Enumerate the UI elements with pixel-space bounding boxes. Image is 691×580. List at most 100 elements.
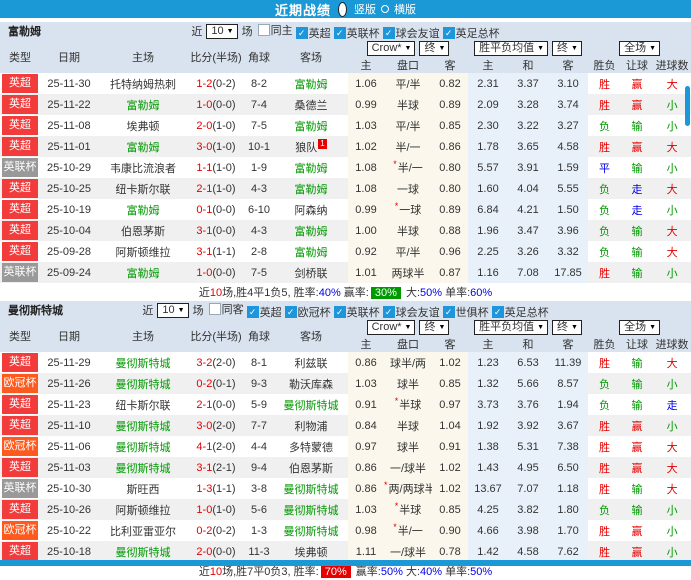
home-team-link[interactable]: 曼彻斯特城 [115,462,171,475]
recent-count-select[interactable]: 10 ▼ [206,23,238,39]
asian-final-select[interactable]: 终 ▼ [419,320,450,335]
home-team-link[interactable]: 伯恩茅斯 [121,225,165,238]
home-team-link[interactable]: 曼彻斯特城 [115,357,171,370]
checkbox-icon[interactable]: ✓ [295,26,308,39]
away-team-link[interactable]: 富勒姆 [294,246,328,259]
filter-checkboxes: 同客 ✓ 英超 ✓ 欧冠杯 ✓ 英联杯 ✓ 球会友谊 ✓ 世俱杯 ✓ 英足总杯 [206,301,549,320]
league-badge: 欧冠杯 [2,374,38,393]
checkbox-icon[interactable]: ✓ [382,26,395,39]
chevron-down-icon: ▼ [571,324,578,331]
away-team-link[interactable]: 多特蒙德 [289,441,333,454]
home-team-link[interactable]: 富勒姆 [126,141,160,154]
scrollbar-thumb[interactable] [685,86,690,126]
summary-segment: 50% [380,566,403,578]
away-team-link[interactable]: 剑桥联 [294,267,328,280]
away-team-link[interactable]: 勒沃库森 [289,378,333,391]
away-team-link[interactable]: 富勒姆 [294,120,328,133]
filter-checkbox-英联杯[interactable]: ✓ 英联杯 [333,304,380,320]
away-team-link[interactable]: 富勒姆 [294,225,328,238]
home-team-link[interactable]: 富勒姆 [126,267,160,280]
team-name[interactable]: 曼彻斯特城 [8,305,63,317]
home-team-cell: 富勒姆 [98,94,188,115]
away-team-link[interactable]: 富勒姆 [294,78,328,91]
checkbox-icon[interactable]: ✓ [442,26,455,39]
away-team-link[interactable]: 利兹联 [294,357,328,370]
avg-select[interactable]: 胜平负均值 ▼ [474,320,549,335]
home-team-link[interactable]: 纽卡斯尔联 [115,183,171,196]
view-option-horizontal[interactable]: 横版 [394,4,416,16]
away-team-link[interactable]: 富勒姆 [294,183,328,196]
home-team-link[interactable]: 富勒姆 [126,204,160,217]
checkbox-icon[interactable]: ✓ [333,26,346,39]
date-cell: 25-11-30 [47,77,91,90]
checkbox-icon[interactable]: ✓ [442,305,455,318]
away-team-link[interactable]: 伯恩茅斯 [289,462,333,475]
asian-home-odds: 1.03 [348,373,384,394]
asian-final-select[interactable]: 终 ▼ [419,41,450,56]
checkbox-icon[interactable]: ✓ [382,305,395,318]
filter-checkbox-英足总杯[interactable]: ✓ 英足总杯 [491,304,549,320]
away-team-link[interactable]: 富勒姆 [294,162,328,175]
euro-final-select[interactable]: 终 ▼ [552,320,582,335]
home-team-link[interactable]: 埃弗顿 [126,120,160,133]
scope-select[interactable]: 全场 ▼ [619,320,661,335]
asian-line-text: 一球 [397,183,419,196]
home-team-link[interactable]: 富勒姆 [126,99,160,112]
filter-checkbox-英联杯[interactable]: ✓ 英联杯 [333,25,380,41]
filter-checkbox-同客[interactable]: 同客 [208,301,244,317]
chevron-down-icon: ▼ [404,324,412,331]
checkbox-icon[interactable]: ✓ [333,305,346,318]
view-radio-vertical-icon[interactable] [338,1,347,17]
away-team-link[interactable]: 埃弗顿 [294,546,328,559]
table-row: 欧冠杯 25-10-22 比利亚雷亚尔 0-2(0-2) 1-3 曼彻斯特城 0.98 *半/… [0,520,691,541]
away-team-link[interactable]: 狼队 [295,141,318,154]
home-team-link[interactable]: 曼彻斯特城 [115,420,171,433]
checkbox-icon[interactable]: ✓ [284,305,297,318]
euro-away-odds: 3.96 [548,220,589,241]
filter-checkbox-英足总杯[interactable]: ✓ 英足总杯 [442,25,500,41]
bookmaker-select[interactable]: Crow* ▼ [366,41,416,56]
filter-checkbox-欧冠杯[interactable]: ✓ 欧冠杯 [284,304,331,320]
home-team-link[interactable]: 阿斯顿维拉 [115,246,171,259]
euro-final-select[interactable]: 终 ▼ [552,41,582,56]
avg-select[interactable]: 胜平负均值 ▼ [474,41,549,56]
scope-select[interactable]: 全场 ▼ [619,41,661,56]
away-team-link[interactable]: 曼彻斯特城 [283,504,339,517]
view-radio-horizontal-icon[interactable] [381,5,389,13]
filter-checkbox-英超[interactable]: ✓ 英超 [246,304,282,320]
filter-checkbox-英超[interactable]: ✓ 英超 [295,25,331,41]
home-team-link[interactable]: 曼彻斯特城 [115,378,171,391]
checkbox-icon[interactable]: ✓ [246,305,259,318]
team-name[interactable]: 富勒姆 [8,26,41,38]
filter-checkbox-球会友谊[interactable]: ✓ 球会友谊 [382,25,440,41]
filter-checkbox-同主[interactable]: 同主 [257,22,293,38]
filter-checkbox-球会友谊[interactable]: ✓ 球会友谊 [382,304,440,320]
away-team-link[interactable]: 桑德兰 [294,99,328,112]
away-team-link[interactable]: 曼彻斯特城 [283,483,339,496]
home-team-link[interactable]: 韦康比流浪者 [110,162,176,175]
home-team-link[interactable]: 托特纳姆热刺 [110,78,176,91]
home-team-link[interactable]: 曼彻斯特城 [115,546,171,559]
score-cell: 3-1(2-1) [188,457,244,478]
home-team-link[interactable]: 纽卡斯尔联 [115,399,171,412]
away-team-link[interactable]: 利物浦 [294,420,328,433]
view-option-vertical[interactable]: 竖版 [354,4,376,16]
goals-result-cell: 大 [666,78,678,91]
corner-cell: 5-9 [251,398,267,411]
away-team-link[interactable]: 曼彻斯特城 [283,525,339,538]
checkbox-icon[interactable] [257,23,270,36]
home-team-link[interactable]: 比利亚雷亚尔 [110,525,176,538]
home-team-link[interactable]: 阿斯顿维拉 [115,504,171,517]
summary-segment: 30% [370,287,401,299]
filter-checkbox-世俱杯[interactable]: ✓ 世俱杯 [442,304,489,320]
checkbox-icon[interactable] [208,302,221,315]
euro-home-odds: 1.96 [468,220,509,241]
recent-count-select[interactable]: 10 ▼ [157,302,189,318]
home-team-link[interactable]: 曼彻斯特城 [115,441,171,454]
away-team-link[interactable]: 曼彻斯特城 [283,399,339,412]
handicap-result-cell: 走 [631,204,643,217]
bookmaker-select[interactable]: Crow* ▼ [366,320,416,335]
checkbox-icon[interactable]: ✓ [491,305,504,318]
away-team-link[interactable]: 阿森纳 [294,204,328,217]
home-team-link[interactable]: 斯旺西 [126,483,160,496]
